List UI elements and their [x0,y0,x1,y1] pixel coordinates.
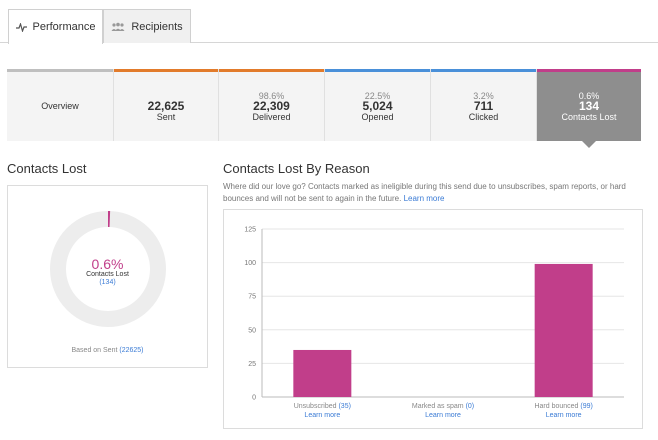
donut-label: Contacts Lost [86,271,129,278]
contacts-lost-panel: 0.6% Contacts Lost (134) Based on Sent (… [7,185,208,368]
stat-bar [7,69,113,72]
stat-bar [219,69,324,72]
stat-label: Overview [41,101,79,111]
based-on-prefix: Based on Sent [71,347,120,354]
tab-recipients-label: Recipients [131,20,183,33]
x-category-count-link[interactable]: (35) [338,403,351,410]
stat-label: Clicked [468,112,499,122]
stat-label: Opened [361,112,394,122]
reason-description-text: Where did our love go? Contacts marked a… [223,182,626,203]
x-category-learn-more-link[interactable]: Learn more [425,412,461,419]
x-category: Hard bounced (99) Learn more [509,402,619,420]
x-category: Marked as spam (0) Learn more [388,402,498,420]
stat-label: Sent [156,112,176,122]
stat-opened[interactable]: 22.5% 5,024 Opened [324,69,430,141]
y-tick-label: 25 [248,361,256,368]
stats-strip: Overview 22,625 Sent 98.6% 22,309 Delive… [7,69,641,141]
stat-value: 711 [473,99,494,113]
stat-label: Contacts Lost [561,112,617,122]
x-category-count-link[interactable]: (99) [580,403,593,410]
people-icon [111,22,125,31]
stat-value: 134 [578,99,600,113]
selected-pointer [582,141,596,148]
x-category-count-link[interactable]: (0) [465,403,475,410]
donut-chart [50,211,166,327]
donut-count-link[interactable]: (134) [99,279,116,286]
donut-percent: 0.6% [91,256,124,272]
stat-bar [325,69,430,72]
y-tick-label: 100 [244,260,256,267]
stat-percent: 22.5% [364,91,391,101]
stat-delivered[interactable]: 98.6% 22,309 Delivered [218,69,324,141]
stat-value: 22,309 [253,99,290,113]
stat-bar [431,69,536,72]
reason-chart-panel: 0 25 50 75 100 125 Unsubscribed (35) Learn mor… [223,209,643,429]
stat-sent[interactable]: 22,625 Sent [113,69,218,141]
x-category: Unsubscribed (35) Learn more [267,402,377,420]
stat-percent: 98.6% [258,91,285,101]
x-category-learn-more-link[interactable]: Learn more [304,412,341,419]
reason-learn-more-link[interactable]: Learn more [403,194,445,203]
stat-overview[interactable]: Overview [7,69,113,141]
activity-icon [15,22,27,32]
stat-percent: 0.6% [578,91,600,101]
stat-bar [114,69,218,72]
y-tick-label: 0 [252,395,256,402]
y-tick-label: 125 [244,227,256,234]
reason-description: Where did our love go? Contacts marked a… [223,181,643,205]
x-category-label: Unsubscribed [293,403,339,410]
x-category-label: Hard bounced [534,403,581,410]
stat-contacts-lost[interactable]: 0.6% 134 Contacts Lost [536,69,641,141]
tab-performance[interactable]: Performance [8,9,103,44]
x-category-label: Marked as spam [411,403,466,410]
stat-bar [537,69,641,72]
based-on-text: Based on Sent (22625) [8,347,207,354]
stat-value: 22,625 [147,99,185,113]
tab-performance-label: Performance [32,21,96,33]
tab-bar: Performance Recipients [0,0,658,44]
stat-value: 5,024 [362,99,393,113]
reason-bar-chart: 0 25 50 75 100 125 [244,227,624,402]
based-on-value-link[interactable]: (22625) [119,347,144,354]
bar [293,349,352,397]
contacts-lost-heading: Contacts Lost [7,161,87,176]
y-tick-label: 75 [248,294,256,301]
stat-clicked[interactable]: 3.2% 711 Clicked [430,69,536,141]
reason-heading: Contacts Lost By Reason [223,161,370,176]
bar [534,263,593,397]
stat-percent: 3.2% [473,91,494,101]
tab-recipients[interactable]: Recipients [103,9,191,43]
x-category-learn-more-link[interactable]: Learn more [545,412,582,419]
donut-arc [50,211,166,327]
stat-label: Delivered [252,112,291,122]
y-tick-label: 50 [248,327,256,334]
